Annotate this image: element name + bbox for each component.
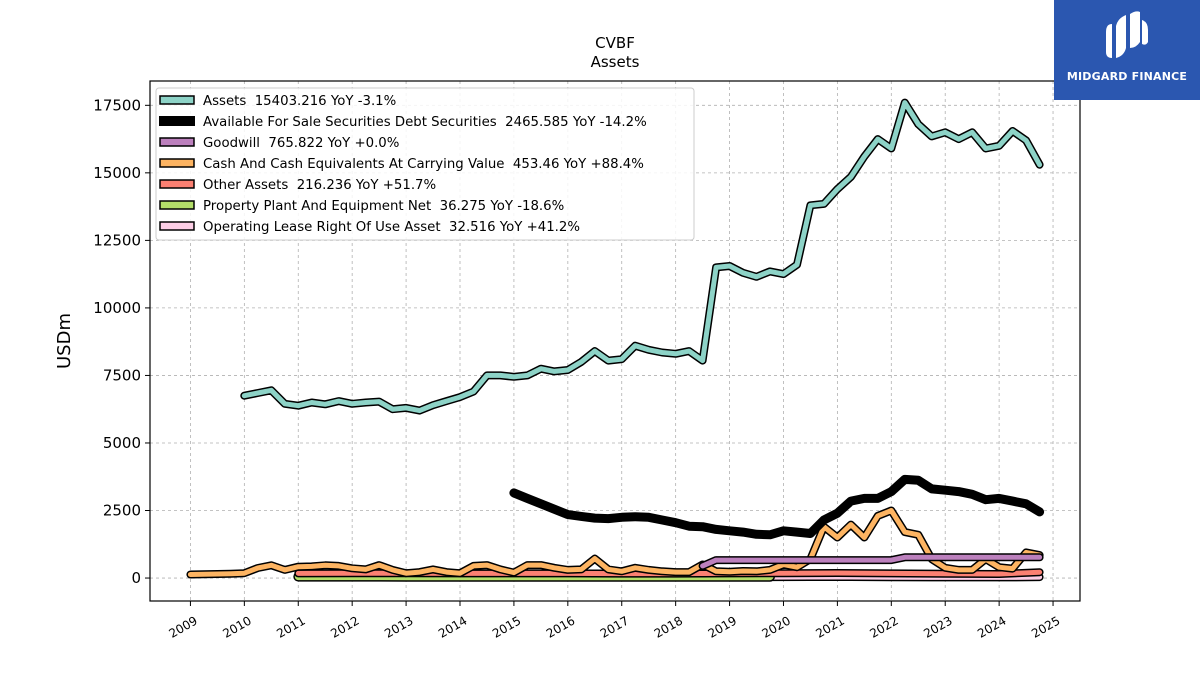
y-tick-label: 5000 (103, 434, 141, 452)
plot-frame (149, 80, 1081, 602)
legend: Assets 15403.216 YoY -3.1% Available For … (155, 87, 695, 241)
brand-mark-icon (1106, 11, 1148, 58)
series-2 (698, 553, 1044, 570)
legend-item: Assets 15403.216 YoY -3.1% (159, 94, 396, 109)
brand-logo: MIDGARD FINANCE (1054, 0, 1200, 100)
x-tick-label: 2013 (382, 613, 415, 640)
x-tick-label: 2009 (166, 613, 199, 640)
y-tick-label: 17500 (93, 96, 141, 114)
x-tick-label: 2024 (975, 613, 1008, 640)
legend-swatch (159, 116, 195, 126)
x-tick-label: 2021 (813, 613, 846, 640)
legend-label: Cash And Cash Equivalents At Carrying Va… (203, 157, 644, 172)
x-tick-label: 2014 (436, 613, 469, 640)
x-tick-label: 2012 (328, 613, 361, 640)
chart-subtitle: Assets (591, 53, 640, 71)
brand-name: MIDGARD FINANCE (1066, 70, 1188, 83)
y-tick-label: 7500 (103, 366, 141, 384)
legend-item: Available For Sale Securities Debt Secur… (159, 115, 647, 130)
series-line (187, 508, 1043, 577)
x-tick-label: 2020 (760, 613, 793, 640)
x-tick-label: 2016 (544, 613, 577, 640)
legend-swatch (159, 158, 195, 168)
x-tick-label: 2018 (652, 613, 685, 640)
legend-label: Property Plant And Equipment Net 36.275 … (203, 199, 564, 214)
legend-swatch (159, 200, 195, 210)
y-tick-label: 10000 (93, 299, 141, 317)
y-tick-label: 15000 (93, 164, 141, 182)
legend-swatch (159, 137, 195, 147)
series-layer (186, 98, 1045, 582)
series-line (241, 100, 1043, 414)
x-tick-label: 2010 (220, 613, 253, 640)
legend-item: Cash And Cash Equivalents At Carrying Va… (159, 157, 644, 172)
legend-label: Goodwill 765.822 YoY +0.0% (203, 136, 399, 151)
legend-label: Assets 15403.216 YoY -3.1% (203, 94, 396, 109)
chart-title: CVBF (595, 34, 635, 52)
legend-label: Other Assets 216.236 YoY +51.7% (203, 178, 436, 193)
legend-box (155, 87, 695, 241)
legend-swatch (159, 179, 195, 189)
legend-item: Operating Lease Right Of Use Asset 32.51… (159, 220, 580, 235)
y-tick-label: 12500 (93, 231, 141, 249)
series-line (509, 474, 1045, 540)
series-3 (186, 506, 1044, 579)
y-tick-label: 0 (131, 569, 141, 587)
legend-label: Operating Lease Right Of Use Asset 32.51… (203, 220, 580, 235)
series-0 (240, 98, 1044, 415)
x-tick-label: 2025 (1029, 613, 1062, 640)
legend-item: Goodwill 765.822 YoY +0.0% (159, 136, 399, 151)
series-1 (509, 474, 1045, 540)
x-tick-label: 2015 (490, 613, 523, 640)
legend-swatch (159, 95, 195, 105)
legend-item: Other Assets 216.236 YoY +51.7% (159, 178, 436, 193)
legend-item: Property Plant And Equipment Net 36.275 … (159, 199, 564, 214)
legend-label: Available For Sale Securities Debt Secur… (203, 115, 647, 130)
x-tick-label: 2023 (921, 613, 954, 640)
y-axis-label: USDm (54, 313, 75, 369)
y-tick-label: 2500 (103, 502, 141, 520)
x-tick-label: 2011 (274, 613, 307, 640)
x-tick-label: 2019 (706, 613, 739, 640)
series-line (700, 554, 1043, 569)
x-tick-label: 2022 (867, 613, 900, 640)
x-tick-label: 2017 (598, 613, 631, 640)
legend-swatch (159, 221, 195, 231)
